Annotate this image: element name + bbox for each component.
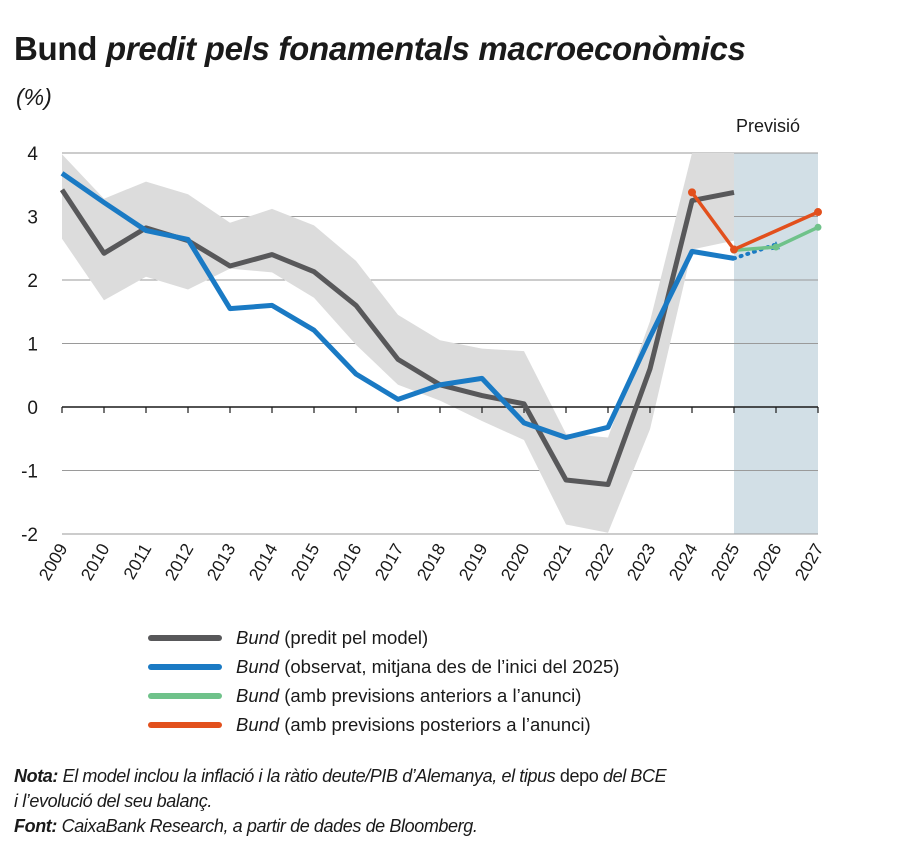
x-tick-label: 2027 — [791, 540, 828, 584]
confidence-band — [62, 153, 734, 533]
point-posterior — [688, 188, 696, 197]
note-line-2: i l’evolució del seu balanç. — [14, 791, 212, 811]
x-tick-label: 2024 — [665, 540, 702, 584]
legend-name: Bund — [236, 655, 280, 677]
x-tick-label: 2021 — [539, 540, 576, 584]
point-posterior — [730, 245, 738, 254]
legend-item-previous: Bund (amb previsions anteriors a l’anunc… — [148, 681, 619, 710]
source-label: Font: — [14, 816, 57, 836]
y-tick-label: 3 — [27, 208, 38, 229]
legend-item-observed: Bund (observat, mitjana des de l’inici d… — [148, 652, 619, 681]
note-text: El model inclou la inflació i la ràtio d… — [62, 766, 556, 786]
x-tick-label: 2026 — [749, 540, 786, 584]
x-tick-label: 2023 — [623, 540, 660, 584]
legend-desc: (amb previsions posteriors a l’anunci) — [284, 713, 591, 735]
note: Nota: El model inclou la inflació i la r… — [14, 764, 667, 789]
legend-desc: (amb previsions anteriors a l’anunci) — [284, 684, 582, 706]
source-text: CaixaBank Research, a partir de dades de… — [61, 816, 478, 836]
legend-name: Bund — [236, 684, 280, 706]
note-depo: depo — [559, 766, 599, 786]
title-italic: predit pels fonamentals macroeconòmics — [105, 30, 746, 67]
legend-name: Bund — [236, 713, 280, 735]
point-previous — [772, 243, 780, 251]
legend-name: Bund — [236, 626, 280, 648]
y-tick-label: 4 — [27, 144, 38, 165]
y-tick-label: 2 — [27, 271, 38, 292]
legend-item-model: Bund (predit pel model) — [148, 623, 619, 652]
legend-desc: (observat, mitjana des de l’inici del 20… — [284, 655, 620, 677]
y-tick-label: 1 — [27, 335, 38, 356]
note-text-2: del BCE — [602, 766, 667, 786]
x-tick-label: 2015 — [287, 540, 324, 584]
legend-swatch-previous — [148, 692, 222, 699]
x-tick-label: 2020 — [497, 540, 534, 584]
unit-label: (%) — [16, 84, 52, 110]
footnotes: Nota: El model inclou la inflació i la r… — [14, 764, 667, 839]
x-tick-label: 2014 — [245, 540, 282, 584]
x-tick-label: 2013 — [203, 540, 240, 584]
forecast-label: Previsió — [736, 116, 800, 136]
chart-title: Bund predit pels fonamentals macroeconòm… — [14, 30, 746, 68]
legend-swatch-posterior — [148, 721, 222, 728]
x-tick-label: 2022 — [581, 540, 618, 584]
legend-swatch-model — [148, 634, 222, 641]
x-tick-label: 2012 — [161, 540, 198, 584]
x-tick-label: 2016 — [329, 540, 366, 584]
x-tick-label: 2018 — [413, 540, 450, 584]
legend-desc: (predit pel model) — [284, 626, 429, 648]
point-posterior — [814, 208, 822, 217]
x-tick-label: 2017 — [371, 540, 408, 584]
x-tick-label: 2011 — [119, 540, 155, 583]
y-tick-label: -1 — [21, 462, 38, 483]
x-tick-label: 2009 — [35, 540, 72, 584]
source: Font: CaixaBank Research, a partir de da… — [14, 814, 666, 839]
note-label: Nota: — [14, 766, 58, 786]
legend-swatch-observed — [148, 663, 222, 670]
legend: Bund (predit pel model) Bund (observat, … — [148, 623, 619, 739]
point-previous — [814, 223, 822, 231]
x-tick-label: 2010 — [77, 540, 114, 584]
legend-item-posterior: Bund (amb previsions posteriors a l’anun… — [148, 710, 619, 739]
y-tick-label: 0 — [27, 398, 38, 419]
y-tick-label: -2 — [21, 525, 38, 546]
x-tick-label: 2025 — [707, 540, 744, 584]
title-bold: Bund — [14, 30, 98, 67]
series-line-observed — [60, 171, 735, 440]
x-tick-label: 2019 — [455, 540, 492, 584]
